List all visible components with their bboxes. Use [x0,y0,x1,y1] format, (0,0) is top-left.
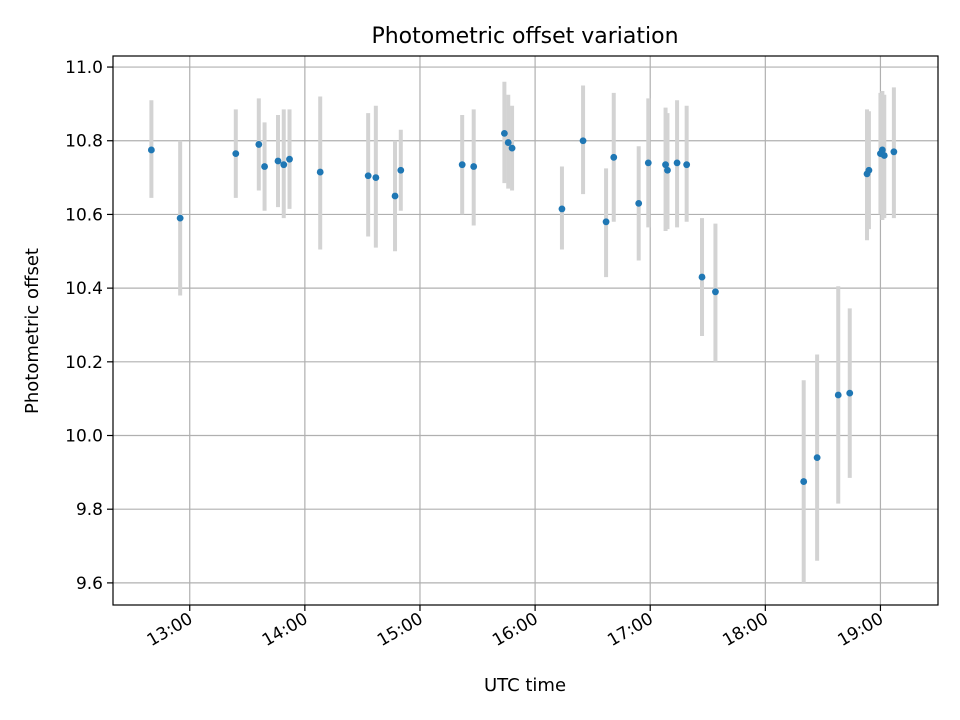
x-tick-label: 17:00 [604,609,656,651]
grid-lines [113,56,938,605]
y-tick-label: 10.4 [65,279,103,299]
data-point [255,141,263,148]
data-point [286,155,293,163]
data-point [813,454,821,462]
y-tick-label: 11.0 [65,58,103,78]
data-point [316,168,324,176]
data-point [800,478,808,485]
data-point [865,166,873,174]
x-tick-label: 13:00 [144,609,196,651]
data-points [147,129,898,485]
chart-title: Photometric offset variation [371,24,678,49]
data-point [644,159,652,167]
y-tick-label: 10.8 [65,132,103,152]
plot-frame [112,55,939,606]
x-axis-label: UTC time [484,675,566,696]
error-bars [149,81,896,583]
axis-ticks: 13:00 14:00 15:00 16:00 17:00 18:00 19:00 9.6 9.… [65,58,887,651]
data-point [391,192,399,200]
y-tick-label: 10.0 [65,427,103,447]
data-point [364,172,372,180]
data-point [664,166,671,174]
data-point [558,205,566,213]
data-point [274,157,282,165]
data-point [458,161,466,169]
x-tick-label: 15:00 [374,609,426,651]
data-point [662,161,669,169]
data-point [147,146,155,154]
data-point [878,146,886,154]
data-point [610,153,618,161]
data-point [372,174,380,181]
y-tick-label: 10.6 [65,205,103,225]
y-tick-label: 9.8 [76,500,103,520]
data-point [176,214,184,222]
data-point [683,161,691,169]
x-tick-label: 16:00 [489,609,541,651]
data-point [504,139,512,146]
data-point [673,159,681,167]
x-tick-label: 14:00 [259,609,311,651]
data-point [261,163,268,170]
data-point [834,391,842,399]
data-point [579,137,587,145]
data-point [232,150,240,158]
data-point [602,218,610,226]
data-point [880,152,888,159]
data-point [890,148,898,156]
y-tick-label: 10.2 [65,353,103,373]
data-point [712,288,719,296]
data-point [846,389,854,397]
data-point [508,144,516,152]
x-tick-label: 19:00 [835,609,887,651]
data-point [500,129,508,137]
x-tick-label: 18:00 [719,609,771,651]
y-tick-label: 9.6 [76,574,103,594]
data-point [280,161,288,169]
data-point [397,166,405,174]
data-point [470,163,478,170]
data-point [698,273,706,281]
y-axis-label: Photometric offset [22,248,43,414]
data-point [635,199,643,207]
